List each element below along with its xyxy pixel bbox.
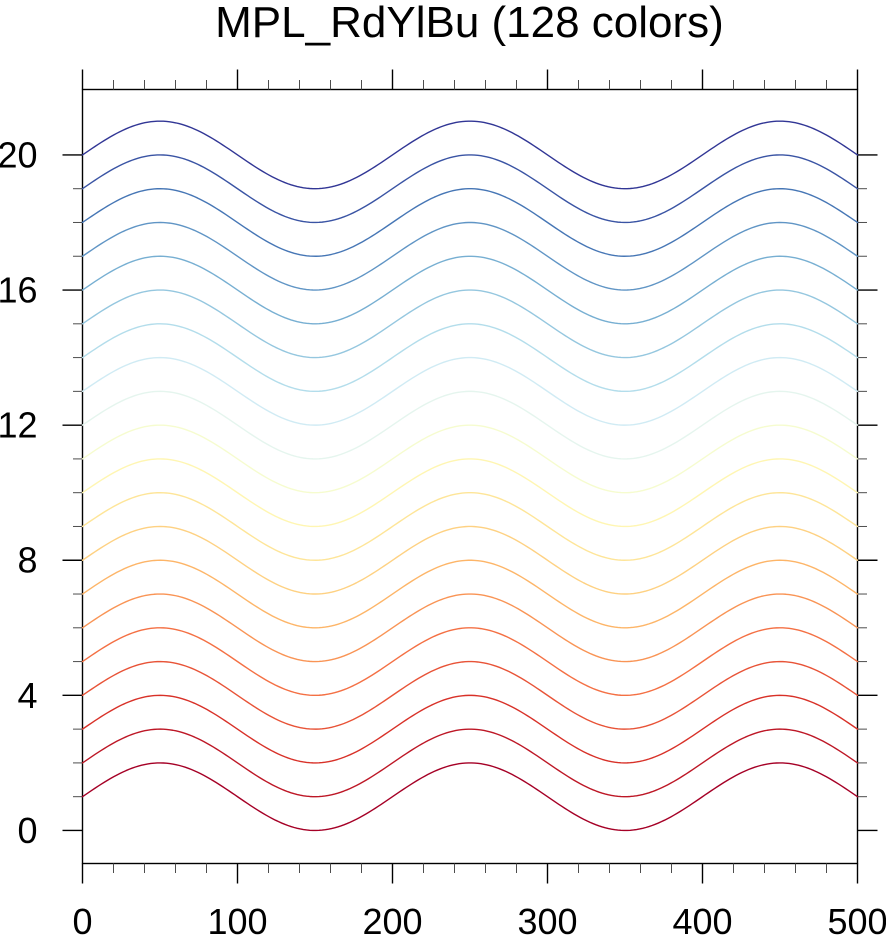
svg-text:0: 0: [72, 901, 92, 935]
svg-text:400: 400: [672, 901, 732, 935]
svg-text:8: 8: [17, 540, 37, 581]
svg-text:300: 300: [517, 901, 577, 935]
svg-text:100: 100: [207, 901, 267, 935]
svg-text:0: 0: [17, 810, 37, 851]
svg-text:200: 200: [362, 901, 422, 935]
svg-text:4: 4: [17, 675, 37, 716]
svg-text:20: 20: [0, 134, 38, 175]
svg-text:500: 500: [827, 901, 886, 935]
svg-text:12: 12: [0, 405, 38, 446]
svg-text:16: 16: [0, 270, 38, 311]
